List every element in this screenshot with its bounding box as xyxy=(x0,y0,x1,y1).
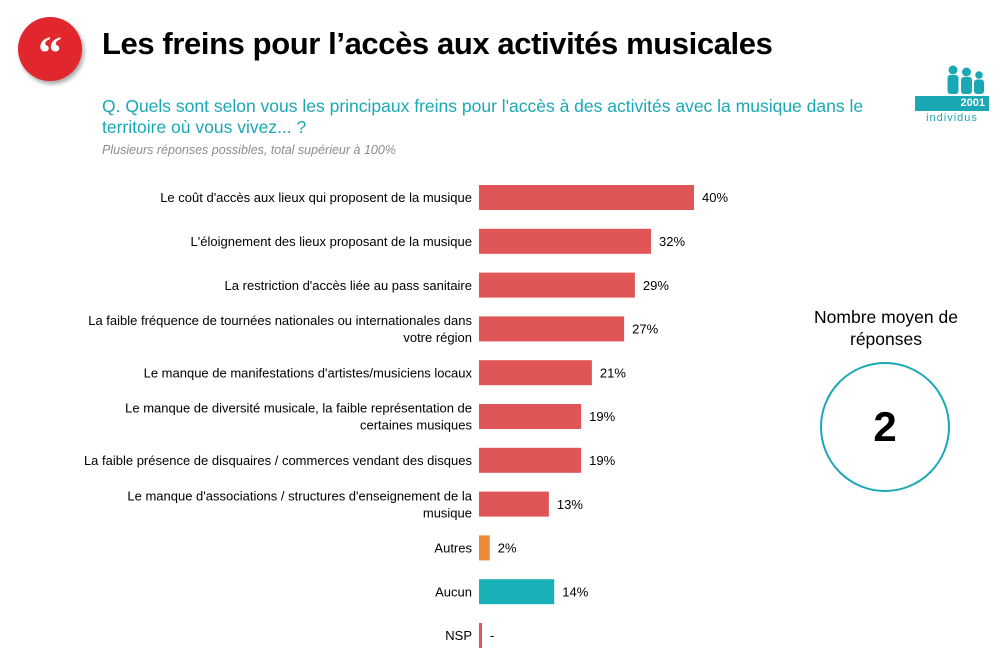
value-label: 21% xyxy=(600,365,626,380)
sample-unit: individus xyxy=(926,112,978,124)
bar xyxy=(479,623,482,648)
page-title: Les freins pour l’accès aux activités mu… xyxy=(102,26,773,61)
category-label: Autres xyxy=(434,541,472,556)
bar xyxy=(479,535,490,561)
value-label: 32% xyxy=(659,234,685,249)
people-icon xyxy=(915,65,989,111)
bar xyxy=(479,360,592,386)
average-circle: 2 xyxy=(820,362,950,492)
value-label: 29% xyxy=(643,278,669,293)
average-value: 2 xyxy=(873,403,897,450)
bar xyxy=(479,185,694,210)
category-label: Aucun xyxy=(435,584,472,599)
sample-badge: 2001 individus xyxy=(913,62,991,128)
category-label: La faible présence de disquaires / comme… xyxy=(84,453,473,468)
category-label: Le coût d'accès aux lieux qui proposent … xyxy=(160,190,472,205)
value-label: 19% xyxy=(589,453,615,468)
bar xyxy=(479,404,582,429)
bar xyxy=(479,447,582,473)
question-text: Q. Quels sont selon vous les principaux … xyxy=(102,96,864,137)
category-label: La restriction d'accès liée au pass sani… xyxy=(225,278,472,293)
value-label: 13% xyxy=(557,497,583,512)
bar-chart: Le coût d'accès aux lieux qui proposent … xyxy=(84,185,728,648)
average-label: Nombre moyen de réponses xyxy=(814,307,958,349)
value-label: 27% xyxy=(632,322,658,337)
quote-marks-icon: “ xyxy=(18,17,82,81)
category-label: NSP xyxy=(445,628,472,643)
bar xyxy=(479,228,651,254)
svg-text:“: “ xyxy=(38,27,62,80)
question-note: Plusieurs réponses possibles, total supé… xyxy=(102,143,396,157)
bar xyxy=(479,272,635,298)
bar xyxy=(479,316,625,342)
category-label: Le manque de manifestations d'artistes/m… xyxy=(144,365,473,380)
value-label: - xyxy=(490,628,494,643)
sample-count: 2001 xyxy=(960,97,985,109)
category-label: Le manque de diversité musicale, la faib… xyxy=(125,401,472,433)
value-label: 14% xyxy=(562,584,588,599)
bar xyxy=(479,579,555,605)
bar xyxy=(479,491,549,517)
category-label: L'éloignement des lieux proposant de la … xyxy=(191,234,472,249)
value-label: 19% xyxy=(589,409,615,424)
value-label: 2% xyxy=(498,541,517,556)
category-label: Le manque d'associations / structures d'… xyxy=(127,488,472,520)
value-label: 40% xyxy=(702,190,728,205)
category-label: La faible fréquence de tournées national… xyxy=(88,313,472,345)
